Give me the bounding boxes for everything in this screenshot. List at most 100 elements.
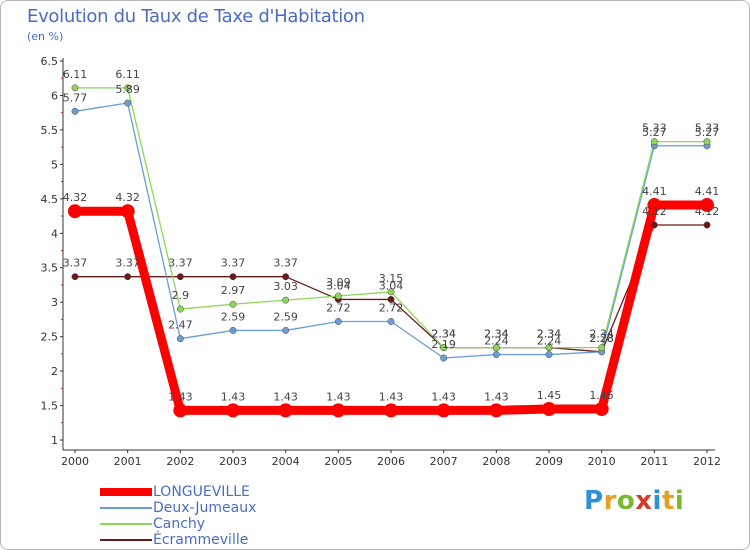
data-point bbox=[334, 292, 342, 300]
legend-label: Deux-Jumeaux bbox=[153, 500, 257, 516]
data-label: 2.34 bbox=[537, 328, 562, 341]
data-point bbox=[647, 198, 662, 213]
data-label: 3.37 bbox=[273, 257, 298, 270]
data-label: 2.24 bbox=[484, 335, 509, 348]
data-point bbox=[331, 403, 346, 418]
data-label: 1.43 bbox=[168, 390, 193, 403]
logo-letter: i bbox=[652, 486, 662, 516]
data-point bbox=[124, 273, 132, 281]
data-point bbox=[120, 204, 135, 219]
data-label: 1.45 bbox=[537, 389, 562, 402]
logo-letter: x bbox=[635, 486, 653, 516]
data-label: 1.43 bbox=[273, 390, 298, 403]
data-label: 1.45 bbox=[589, 389, 614, 402]
logo-letter: t bbox=[661, 486, 675, 516]
data-point bbox=[489, 403, 504, 418]
data-label: 2.59 bbox=[273, 310, 298, 323]
data-label: 5.33 bbox=[695, 122, 720, 135]
y-tick-label: 1 bbox=[51, 434, 58, 447]
x-tick-label: 2000 bbox=[61, 455, 89, 468]
data-label: 3.37 bbox=[63, 257, 88, 270]
y-tick-label: 2 bbox=[51, 365, 58, 378]
data-point bbox=[598, 344, 606, 352]
data-label: 2.34 bbox=[431, 328, 456, 341]
data-label: 1.43 bbox=[431, 390, 456, 403]
data-point bbox=[650, 138, 658, 146]
y-tick-label: 3.5 bbox=[41, 262, 59, 275]
legend-swatch bbox=[100, 523, 152, 525]
data-label: 3.03 bbox=[273, 280, 298, 293]
data-point bbox=[492, 344, 500, 352]
data-label: 5.77 bbox=[63, 91, 88, 104]
data-label: 2.24 bbox=[537, 335, 562, 348]
data-point bbox=[173, 403, 188, 418]
data-label: 2.28 bbox=[589, 332, 614, 345]
data-point bbox=[387, 288, 395, 296]
data-label: 3.04 bbox=[326, 279, 351, 292]
x-tick-label: 2003 bbox=[219, 455, 247, 468]
data-point bbox=[282, 273, 290, 281]
data-label: 1.43 bbox=[379, 390, 404, 403]
data-point bbox=[71, 107, 79, 115]
x-tick-label: 2010 bbox=[588, 455, 616, 468]
data-point bbox=[440, 354, 448, 362]
x-tick-label: 2002 bbox=[166, 455, 194, 468]
legend-swatch bbox=[100, 539, 152, 541]
data-point bbox=[282, 296, 290, 304]
data-label: 2.28 bbox=[589, 332, 614, 345]
chart-title: Evolution du Taux de Taxe d'Habitation bbox=[27, 6, 365, 27]
data-label: 2.19 bbox=[431, 338, 456, 351]
legend-label: LONGUEVILLE bbox=[153, 484, 250, 500]
data-point bbox=[440, 344, 448, 352]
data-point bbox=[124, 99, 132, 107]
data-label: 1.43 bbox=[221, 390, 246, 403]
y-tick-label: 1.5 bbox=[41, 400, 59, 413]
data-label: 2.34 bbox=[589, 328, 614, 341]
data-point bbox=[703, 221, 711, 229]
data-point bbox=[542, 401, 556, 416]
legend-label: Écrammeville bbox=[153, 532, 249, 548]
data-label: 6.11 bbox=[115, 68, 140, 81]
data-point bbox=[226, 403, 240, 418]
data-label: 5.33 bbox=[642, 122, 667, 135]
data-point bbox=[545, 351, 553, 359]
y-tick-label: 4 bbox=[51, 227, 58, 240]
data-label: 2.34 bbox=[484, 328, 509, 341]
data-point bbox=[71, 84, 79, 92]
data-label: 3.15 bbox=[379, 272, 404, 285]
data-point bbox=[334, 318, 342, 325]
data-point bbox=[545, 344, 553, 352]
x-tick-label: 2009 bbox=[535, 455, 563, 468]
chart-unit-label: (en %) bbox=[27, 30, 64, 43]
logo-letter: o bbox=[616, 486, 636, 516]
data-label: 3.09 bbox=[326, 276, 351, 289]
data-point bbox=[650, 221, 658, 229]
data-point bbox=[176, 305, 184, 313]
logo-letter: P bbox=[584, 486, 604, 516]
data-label: 2.9 bbox=[172, 289, 190, 302]
data-label: 4.32 bbox=[63, 191, 88, 204]
legend-swatch bbox=[100, 488, 152, 496]
data-label: 5.89 bbox=[115, 83, 140, 96]
data-point bbox=[229, 326, 237, 334]
data-label: 5.27 bbox=[695, 126, 720, 139]
y-tick-label: 5.5 bbox=[41, 124, 59, 137]
logo-letter: r bbox=[603, 486, 617, 516]
data-label: 1.43 bbox=[484, 390, 509, 403]
data-point bbox=[229, 300, 237, 308]
x-tick-label: 2005 bbox=[324, 455, 352, 468]
data-label: 4.41 bbox=[695, 185, 720, 198]
data-point bbox=[436, 403, 451, 418]
legend-swatch bbox=[100, 507, 152, 509]
y-tick-label: 2.5 bbox=[41, 331, 59, 344]
y-tick-label: 3 bbox=[51, 296, 58, 309]
data-label: 2.47 bbox=[168, 319, 193, 332]
data-point bbox=[68, 204, 82, 219]
logo-letter: i bbox=[674, 486, 685, 516]
data-label: 4.41 bbox=[642, 185, 667, 198]
x-tick-label: 2007 bbox=[430, 455, 458, 468]
data-label: 6.11 bbox=[63, 68, 88, 81]
data-point bbox=[176, 335, 184, 343]
data-point bbox=[124, 84, 132, 92]
